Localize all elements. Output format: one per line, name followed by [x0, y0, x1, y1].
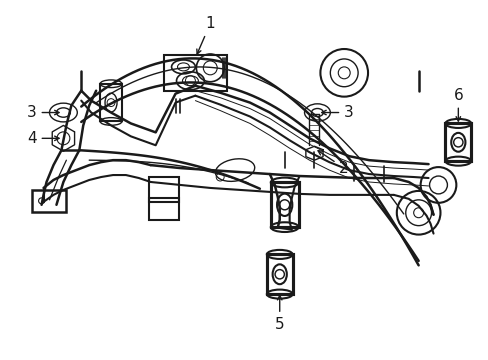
Text: 6: 6 [452, 87, 462, 121]
Text: 3: 3 [321, 105, 353, 120]
Text: 5: 5 [274, 296, 284, 332]
Bar [270, 183, 298, 227]
Text: 4: 4 [27, 131, 59, 146]
Text: 1: 1 [197, 16, 215, 54]
Bar [148, 198, 178, 220]
Bar [100, 84, 122, 121]
Text: 3: 3 [27, 105, 59, 120]
Bar [163, 55, 226, 91]
Text: 2: 2 [317, 150, 348, 176]
Bar [148, 177, 178, 202]
Bar [266, 255, 292, 294]
Bar [32, 190, 66, 212]
Bar [445, 123, 470, 161]
